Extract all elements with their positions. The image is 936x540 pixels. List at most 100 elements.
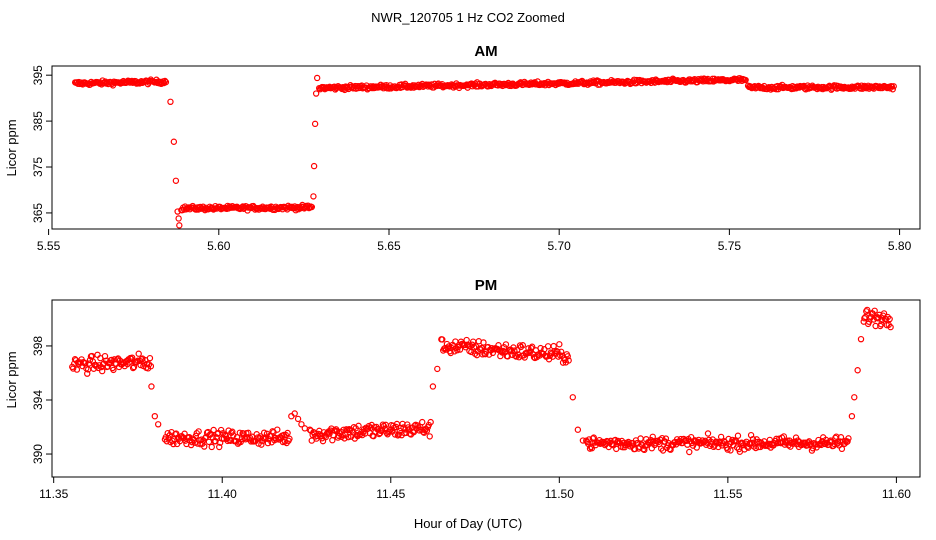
pm-data-point xyxy=(731,437,739,444)
panel-am-y-axis: 365 375 385 395 xyxy=(31,65,52,223)
figure-title: NWR_120705 1 Hz CO2 Zoomed xyxy=(371,10,565,25)
pm-data-point xyxy=(574,426,582,433)
pm-data-point xyxy=(687,433,695,441)
pm-data-point xyxy=(73,366,81,373)
am-xtick-label: 5.55 xyxy=(37,239,61,253)
pm-data-point xyxy=(135,350,142,357)
pm-data-point xyxy=(217,426,225,434)
pm-data-point xyxy=(391,431,399,438)
am-data-point xyxy=(313,74,321,82)
pm-data-point xyxy=(216,443,223,451)
pm-data-point xyxy=(513,347,521,354)
pm-data-point xyxy=(704,430,712,437)
am-data-point xyxy=(310,193,317,200)
pm-data-point xyxy=(129,364,137,372)
pm-data-point xyxy=(395,431,403,438)
am-data-point xyxy=(308,203,316,211)
pm-data-point xyxy=(519,342,527,349)
pm-data-point xyxy=(146,354,154,362)
pm-data-point xyxy=(686,448,693,456)
pm-ytick-label: 394 xyxy=(31,390,45,410)
pm-data-point xyxy=(426,433,433,440)
pm-data-point xyxy=(528,343,536,350)
pm-data-point xyxy=(588,445,596,452)
pm-data-point xyxy=(525,345,532,352)
pm-data-point xyxy=(749,435,757,443)
pm-data-point xyxy=(110,366,117,374)
pm-data-point xyxy=(343,426,350,433)
am-xtick-label: 5.80 xyxy=(888,239,912,253)
pm-data-point xyxy=(237,438,244,446)
pm-xtick-label: 11.50 xyxy=(545,487,574,501)
pm-data-point xyxy=(557,348,565,355)
pm-data-point xyxy=(717,433,725,441)
pm-data-point xyxy=(284,429,291,437)
pm-data-point xyxy=(863,306,871,314)
pm-data-point xyxy=(427,418,434,426)
am-data-point xyxy=(161,77,169,85)
pm-data-point xyxy=(264,439,272,447)
pm-data-point xyxy=(468,348,475,356)
pm-data-point xyxy=(564,353,571,360)
am-data-point xyxy=(888,83,896,90)
pm-data-point xyxy=(419,418,426,426)
pm-data-point xyxy=(298,421,305,428)
pm-data-point xyxy=(258,441,265,448)
pm-data-point xyxy=(641,446,648,454)
pm-data-point xyxy=(195,428,202,435)
pm-data-point xyxy=(727,447,734,454)
pm-data-point xyxy=(329,437,336,444)
pm-data-point xyxy=(556,341,563,348)
pm-data-point xyxy=(845,435,852,442)
panel-pm-y-axis: 390 394 398 xyxy=(31,336,52,464)
pm-data-point xyxy=(844,438,851,445)
pm-data-point xyxy=(637,435,644,442)
am-data-point xyxy=(311,120,319,128)
pm-data-point xyxy=(734,432,742,439)
pm-xtick-label: 11.45 xyxy=(376,487,405,501)
am-ytick-label: 365 xyxy=(31,203,45,223)
pm-data-point xyxy=(84,370,91,377)
pm-data-point xyxy=(98,367,106,375)
pm-data-point xyxy=(186,433,193,441)
am-ytick-label: 395 xyxy=(31,65,45,85)
pm-data-point xyxy=(715,443,722,451)
am-data-point xyxy=(170,138,178,145)
pm-data-point xyxy=(286,435,293,442)
am-data-point xyxy=(890,83,897,90)
pm-data-point xyxy=(517,343,525,351)
am-data-point xyxy=(175,215,182,222)
panel-am-ylabel: Licor ppm xyxy=(4,119,19,176)
pm-data-point xyxy=(113,356,121,363)
pm-data-point xyxy=(693,444,700,451)
pm-data-point xyxy=(151,413,159,420)
pm-data-point xyxy=(301,425,309,432)
pm-data-point xyxy=(857,335,865,343)
pm-xtick-label: 11.35 xyxy=(39,487,68,501)
panel-am-title: AM xyxy=(474,43,497,60)
pm-data-point xyxy=(851,394,858,401)
figure-xlabel: Hour of Day (UTC) xyxy=(414,516,522,531)
pm-ytick-label: 390 xyxy=(31,444,45,464)
pm-data-point xyxy=(274,426,281,433)
am-xtick-label: 5.75 xyxy=(718,239,742,253)
pm-data-point xyxy=(128,355,135,363)
panel-am-x-axis: 5.55 5.60 5.65 5.70 5.75 5.80 xyxy=(37,229,912,253)
pm-data-point xyxy=(502,341,510,348)
pm-data-point xyxy=(871,307,878,314)
pm-xtick-label: 11.40 xyxy=(208,487,237,501)
pm-data-point xyxy=(662,435,670,442)
am-ytick-label: 385 xyxy=(31,111,45,131)
pm-data-point xyxy=(886,315,893,323)
pm-data-point xyxy=(848,413,856,420)
panel-pm-x-axis: 11.35 11.40 11.45 11.50 11.55 11.60 xyxy=(39,477,911,501)
pm-data-point xyxy=(205,438,213,446)
pm-data-point xyxy=(569,394,577,401)
pm-data-point xyxy=(724,446,731,453)
pm-data-point xyxy=(454,347,461,354)
panel-pm-title: PM xyxy=(475,277,498,294)
pm-data-point xyxy=(456,346,464,353)
pm-data-point xyxy=(345,433,352,441)
